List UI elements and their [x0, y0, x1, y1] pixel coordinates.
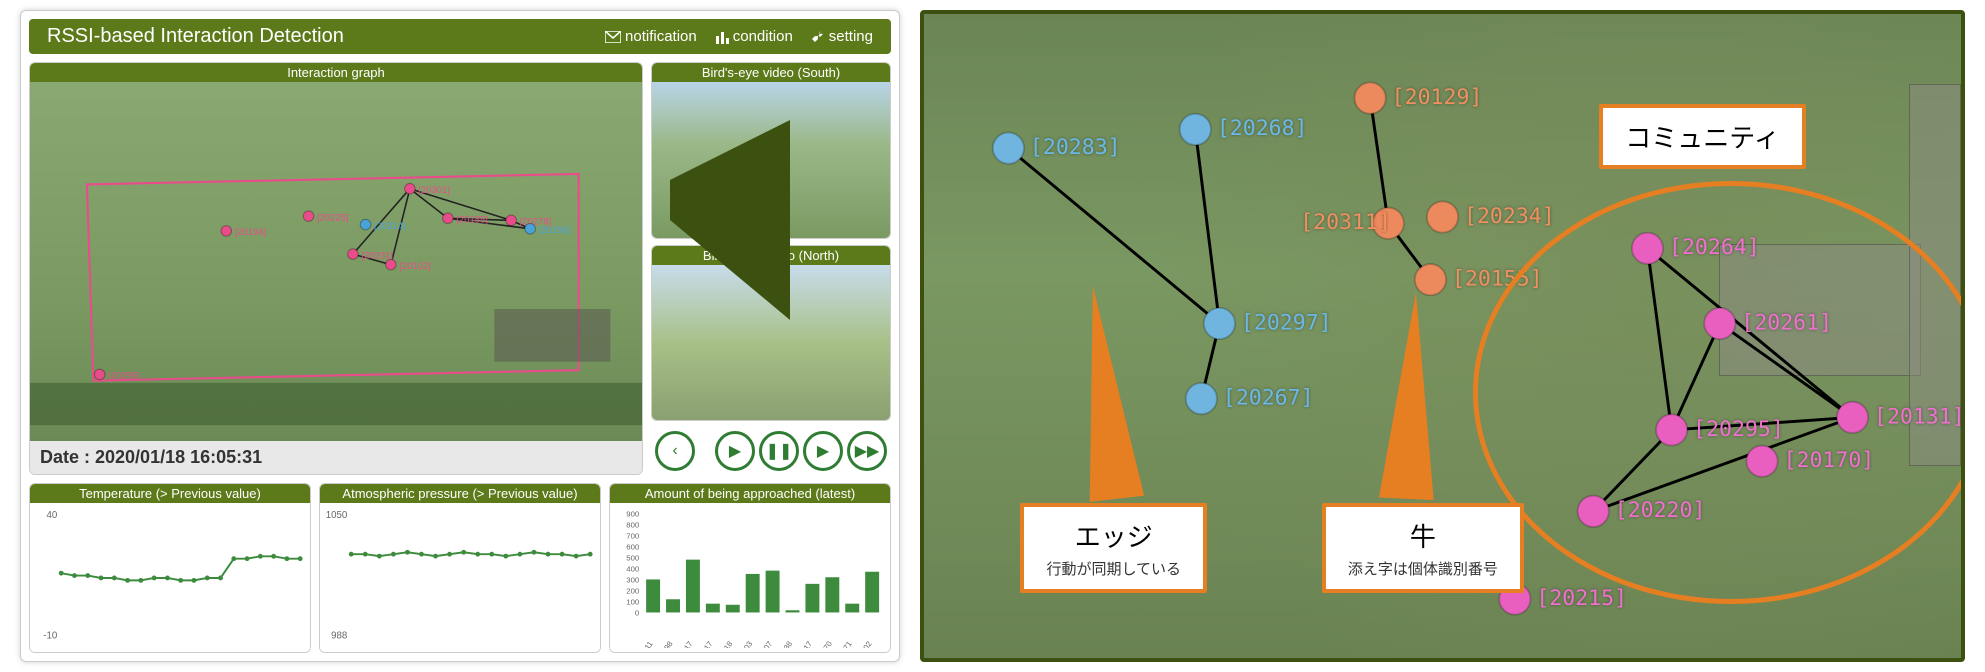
svg-text:800: 800 — [626, 520, 640, 529]
pause-icon: ❚❚ — [766, 441, 793, 461]
svg-text:20211: 20211 — [635, 640, 654, 648]
playback-controls: ‹ ▶ ❚❚ ▶ ▶▶ — [651, 427, 891, 475]
svg-text:20207: 20207 — [754, 640, 774, 648]
next-button[interactable]: ▶ — [803, 431, 843, 471]
notification-link[interactable]: notification — [605, 28, 697, 45]
svg-text:-10: -10 — [43, 631, 58, 642]
bars-icon — [715, 30, 729, 44]
svg-text:500: 500 — [626, 553, 640, 562]
annotation-cow-sub: 添え字は個体識別番号 — [1348, 558, 1498, 579]
setting-label: setting — [829, 28, 873, 45]
svg-text:20203: 20203 — [735, 640, 755, 648]
condition-label: condition — [733, 28, 793, 45]
prev-button[interactable]: ‹ — [655, 431, 695, 471]
annotation-community: コミュニティ — [1599, 104, 1805, 169]
interaction-graph-svg: [20194][20225][20214][20231][20102][2030… — [30, 82, 642, 441]
svg-text:[20295]: [20295] — [108, 371, 140, 382]
svg-text:20017: 20017 — [794, 640, 814, 648]
svg-text:0: 0 — [635, 608, 640, 617]
temperature-chart-title: Temperature (> Previous value) — [30, 484, 310, 503]
approached-chart-panel: Amount of being approached (latest) 0 100… — [609, 483, 891, 653]
app-title-bar: RSSI-based Interaction Detection notific… — [29, 19, 891, 54]
video-south-body[interactable] — [652, 82, 890, 238]
header-links: notification condition setting — [605, 28, 873, 45]
annotation-cow: 牛 添え字は個体識別番号 — [1322, 503, 1524, 593]
svg-text:100: 100 — [626, 597, 640, 606]
temperature-chart-panel: Temperature (> Previous value) 40 -10 — [29, 483, 311, 653]
play-icon: ▶ — [729, 441, 741, 461]
svg-text:[20311]: [20311] — [1300, 210, 1391, 235]
svg-text:20338: 20338 — [774, 640, 794, 648]
svg-text:40: 40 — [47, 510, 58, 521]
svg-text:200: 200 — [626, 586, 640, 595]
interaction-graph-body[interactable]: [20194][20225][20214][20231][20102][2030… — [30, 82, 642, 441]
svg-text:1050: 1050 — [326, 510, 348, 521]
approached-chart-title: Amount of being approached (latest) — [610, 484, 890, 503]
svg-text:400: 400 — [626, 564, 640, 573]
svg-text:[20234]: [20234] — [1464, 204, 1555, 229]
svg-text:300: 300 — [626, 575, 640, 584]
svg-text:20018: 20018 — [715, 640, 735, 648]
svg-text:[20194]: [20194] — [235, 227, 267, 238]
annotation-community-title: コミュニティ — [1625, 118, 1779, 155]
pressure-chart: 1050 988 — [324, 507, 596, 648]
next-icon: ▶ — [817, 441, 829, 461]
svg-text:[20102]: [20102] — [399, 261, 431, 272]
condition-link[interactable]: condition — [715, 28, 793, 45]
video-north-panel: Bird's-eye video (North) — [651, 245, 891, 422]
annotation-edge: エッジ 行動が同期している — [1020, 503, 1207, 593]
detail-graph-panel: [20283] [20268] [20297] [20267] [20129] [2023… — [920, 10, 1965, 662]
ff-icon: ▶▶ — [855, 441, 880, 461]
mail-icon — [605, 31, 621, 43]
svg-text:20298: 20298 — [655, 640, 675, 648]
interaction-graph-panel: Interaction graph [20194] [20225] [20214] [… — [29, 62, 643, 475]
svg-text:700: 700 — [626, 531, 640, 540]
pause-button[interactable]: ❚❚ — [759, 431, 799, 471]
svg-text:20017: 20017 — [675, 640, 695, 648]
temperature-chart: 40 -10 — [34, 507, 306, 648]
setting-link[interactable]: setting — [811, 28, 873, 45]
svg-text:20302: 20302 — [854, 640, 874, 648]
ff-button[interactable]: ▶▶ — [847, 431, 887, 471]
pressure-chart-panel: Atmospheric pressure (> Previous value) … — [319, 483, 601, 653]
video-south-title: Bird's-eye video (South) — [652, 63, 890, 82]
svg-text:[20297]: [20297] — [1241, 310, 1332, 335]
pressure-chart-title: Atmospheric pressure (> Previous value) — [320, 484, 600, 503]
graph-date-label: Date : 2020/01/18 16:05:31 — [30, 441, 642, 474]
svg-text:[20225]: [20225] — [317, 212, 349, 223]
svg-text:900: 900 — [626, 509, 640, 518]
community-ellipse — [1473, 181, 1965, 603]
svg-text:[20268]: [20268] — [1217, 116, 1308, 141]
video-south-panel: Bird's-eye video (South) — [651, 62, 891, 239]
video-north-body[interactable] — [652, 265, 890, 421]
svg-text:[20283]: [20283] — [1030, 135, 1121, 160]
svg-text:[20156]: [20156] — [539, 225, 571, 236]
svg-text:20170: 20170 — [814, 639, 834, 648]
svg-text:[20185]: [20185] — [456, 214, 488, 225]
wrench-icon — [811, 30, 825, 44]
svg-text:600: 600 — [626, 542, 640, 551]
svg-text:988: 988 — [331, 631, 347, 642]
dashboard-panel: RSSI-based Interaction Detection notific… — [20, 10, 900, 662]
svg-text:[20215]: [20215] — [1536, 586, 1627, 611]
svg-text:[20267]: [20267] — [1223, 385, 1314, 410]
annotation-edge-sub: 行動が同期している — [1046, 558, 1181, 579]
interaction-graph-title: Interaction graph — [30, 63, 642, 82]
annotation-cow-title: 牛 — [1348, 517, 1498, 554]
play-button[interactable]: ▶ — [715, 431, 755, 471]
annotation-edge-title: エッジ — [1046, 517, 1181, 554]
svg-text:[20214]: [20214] — [374, 221, 406, 232]
svg-text:[20301]: [20301] — [418, 185, 450, 196]
prev-icon: ‹ — [672, 442, 677, 460]
svg-text:20317: 20317 — [695, 640, 715, 648]
approached-chart: 0100200300400500600700800900202112029820… — [614, 507, 886, 648]
svg-text:20071: 20071 — [834, 640, 854, 648]
notification-label: notification — [625, 28, 697, 45]
app-title: RSSI-based Interaction Detection — [47, 25, 344, 48]
svg-text:[20129]: [20129] — [1392, 85, 1483, 110]
video-north-title: Bird's-eye video (North) — [652, 246, 890, 265]
